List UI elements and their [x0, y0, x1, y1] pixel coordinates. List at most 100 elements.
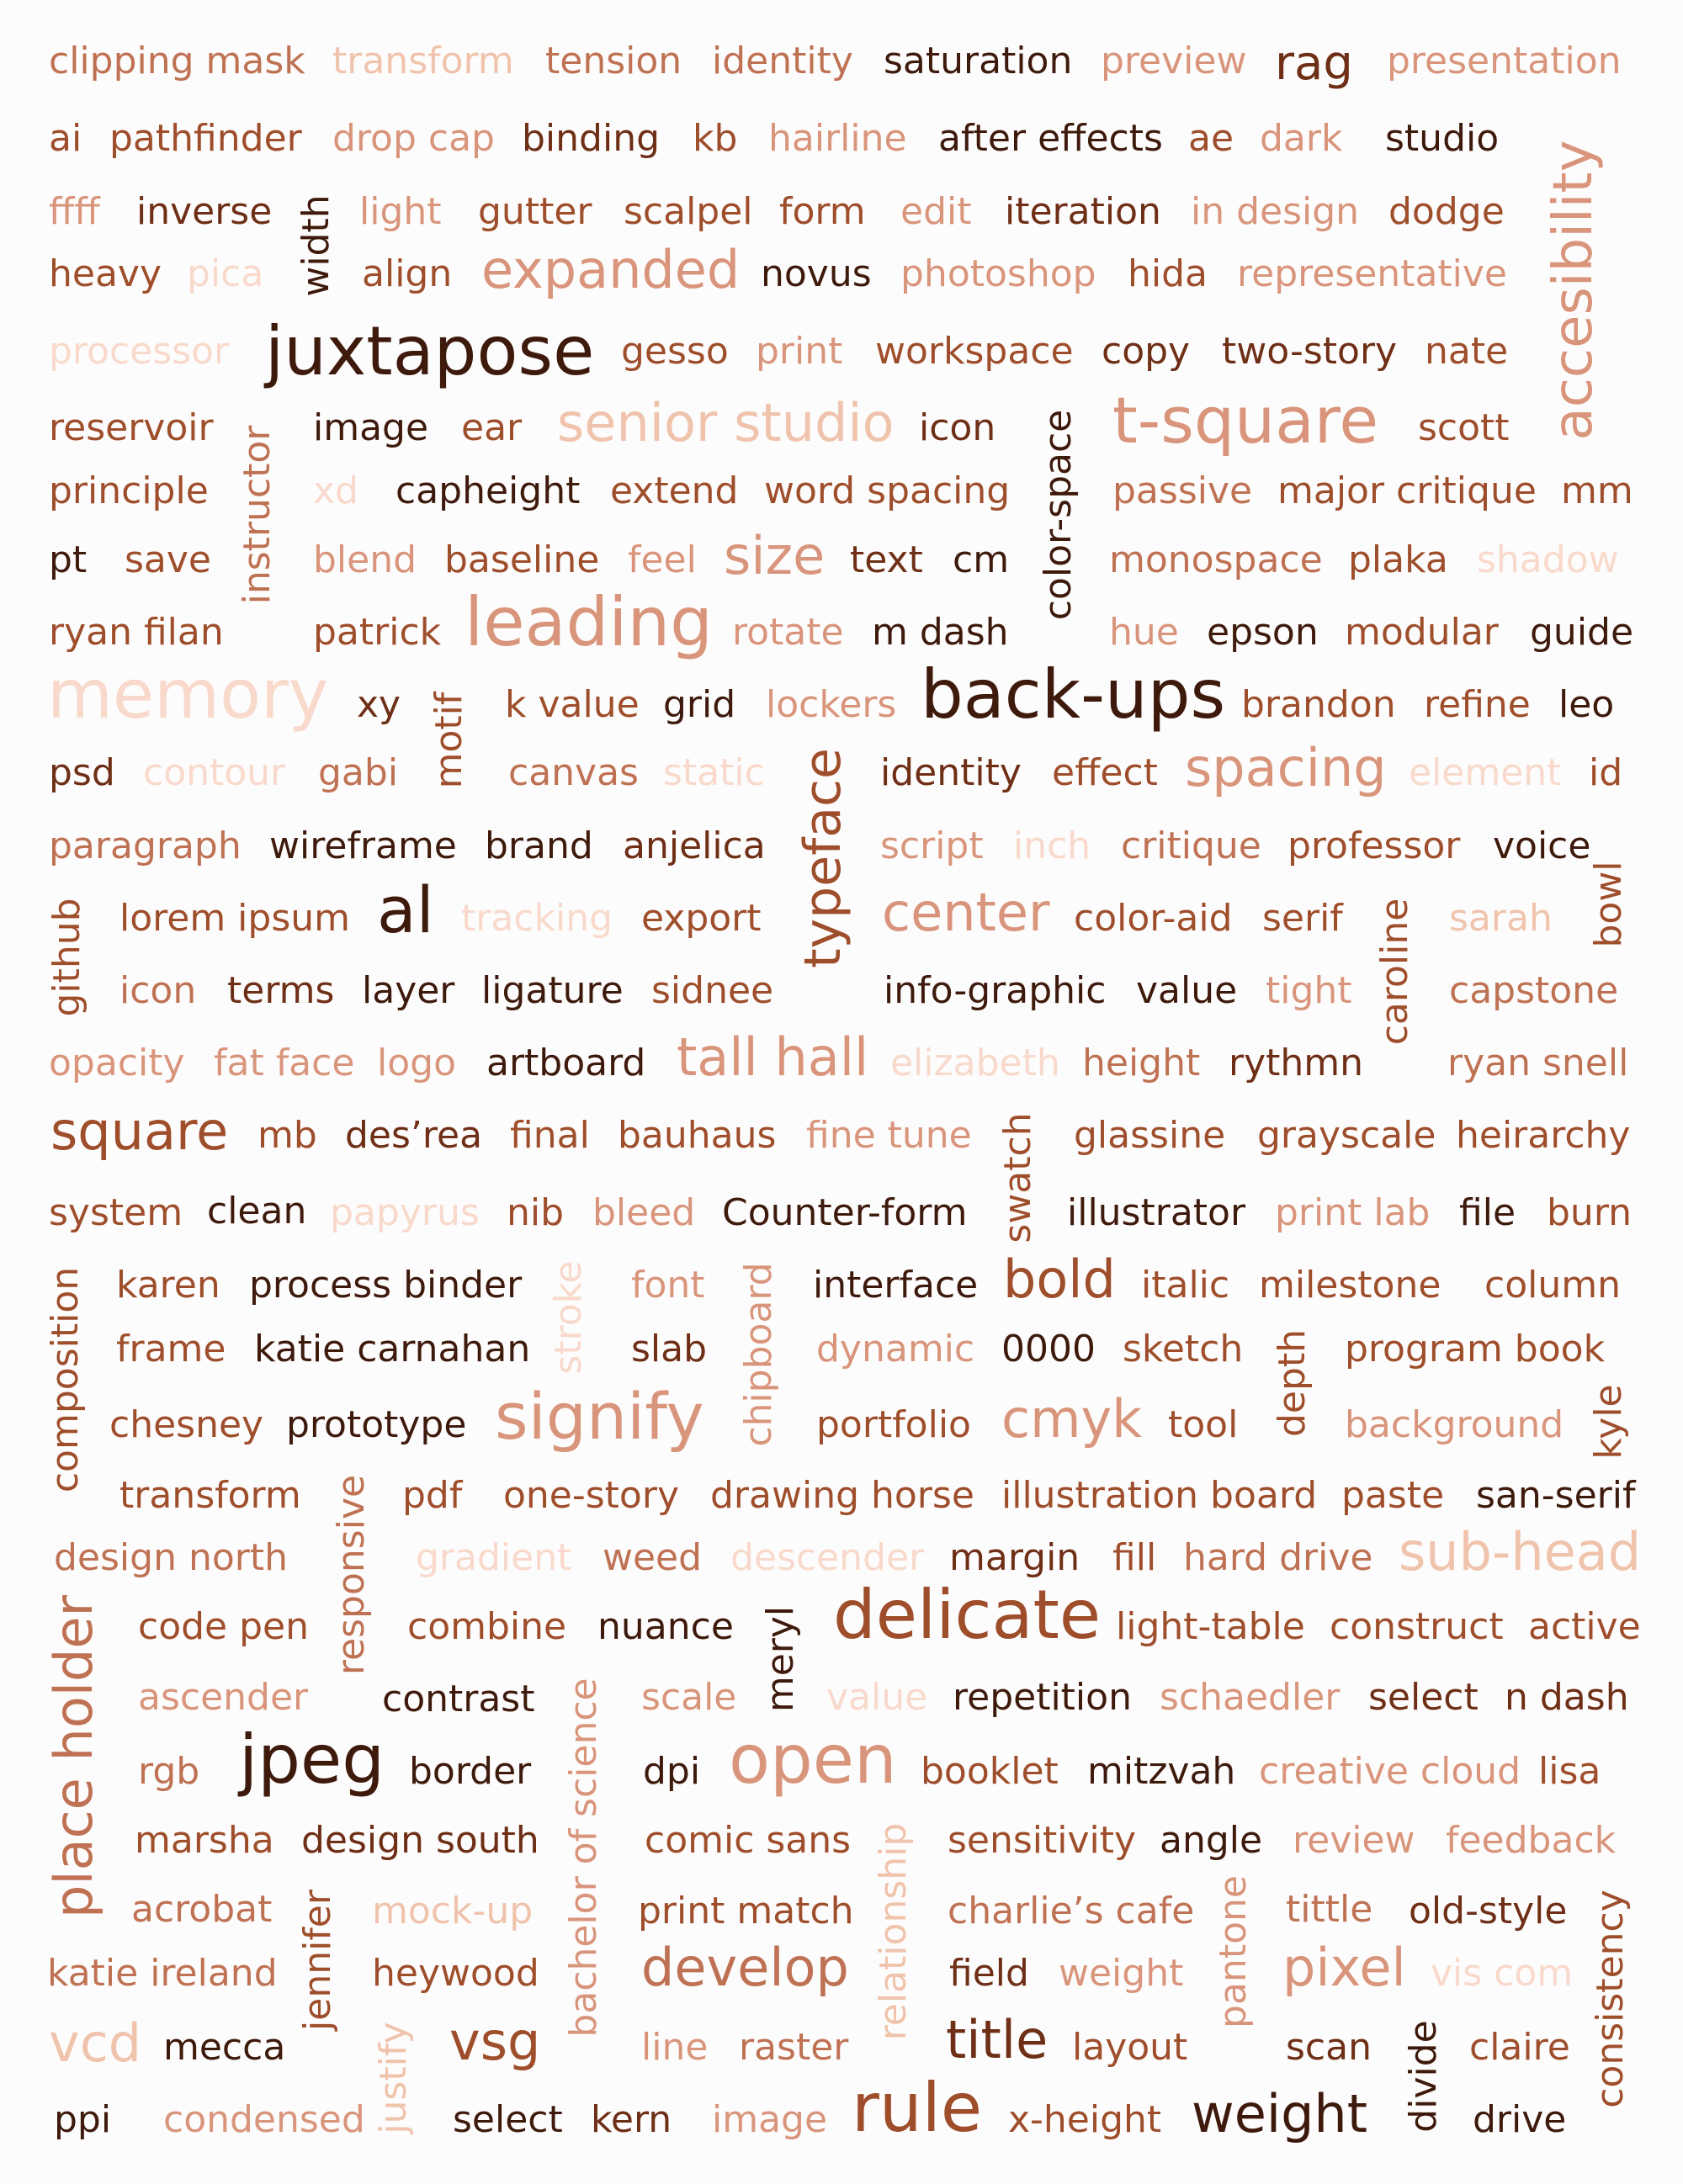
word-justify: justify	[372, 2022, 415, 2134]
word-katie-ireland: katie ireland	[47, 1952, 278, 1995]
word-patrick: patrick	[313, 611, 442, 654]
word-lisa: lisa	[1538, 1750, 1601, 1793]
word-form: form	[779, 190, 866, 233]
word-bowl: bowl	[1587, 861, 1630, 948]
word-novus: novus	[761, 252, 872, 295]
word-value-2: value	[826, 1676, 928, 1719]
word-xd: xd	[313, 469, 358, 512]
word-design-south: design south	[301, 1819, 539, 1862]
word-k-value: k value	[505, 683, 640, 726]
word-baseline: baseline	[444, 538, 600, 581]
word-open: open	[729, 1720, 897, 1799]
word-identity: identity	[712, 40, 853, 82]
word-relationship: relationship	[872, 1822, 915, 2041]
word-mock-up: mock-up	[372, 1890, 534, 1932]
word-reservoir: reservoir	[49, 406, 214, 449]
word-rag: rag	[1275, 36, 1353, 91]
word-contour: contour	[143, 751, 286, 794]
word-code-pen: code pen	[138, 1605, 309, 1648]
word-tight: tight	[1266, 969, 1352, 1012]
word-booklet: booklet	[921, 1750, 1059, 1793]
word-icon: icon	[919, 406, 996, 449]
word-line: line	[641, 2026, 709, 2069]
word-static: static	[663, 751, 765, 794]
word-select-2: select	[453, 2098, 563, 2141]
word-gesso: gesso	[621, 330, 729, 373]
word-logo: logo	[377, 1042, 456, 1084]
word-inverse: inverse	[136, 190, 273, 233]
word-schaedler: schaedler	[1160, 1676, 1341, 1719]
word-professor: professor	[1287, 824, 1461, 867]
word-mecca: mecca	[163, 2026, 286, 2069]
word-grid: grid	[663, 683, 736, 726]
word-tracking: tracking	[461, 897, 613, 940]
word-gutter: gutter	[478, 190, 592, 233]
word-passive: passive	[1112, 469, 1253, 512]
word-al: al	[377, 872, 434, 947]
word-kyle: kyle	[1587, 1384, 1630, 1460]
word-construct: construct	[1330, 1605, 1504, 1648]
word-export: export	[641, 897, 762, 940]
word-hida: hida	[1128, 252, 1208, 295]
word-id: id	[1589, 751, 1623, 794]
word-creative-cloud: creative cloud	[1259, 1750, 1521, 1793]
word-photoshop: photoshop	[900, 252, 1096, 295]
word-copy: copy	[1102, 330, 1191, 373]
word-paragraph: paragraph	[49, 824, 242, 867]
word-comic-sans: comic sans	[645, 1819, 852, 1862]
word-program-book: program book	[1345, 1328, 1606, 1370]
word-representative: representative	[1237, 252, 1507, 295]
word-swatch: swatch	[996, 1112, 1039, 1243]
word-edit: edit	[900, 190, 972, 233]
word-kb: kb	[693, 117, 738, 160]
word-stroke: stroke	[547, 1260, 590, 1375]
word-delicate: delicate	[833, 1576, 1102, 1654]
word-blend: blend	[313, 538, 417, 581]
word-extend: extend	[610, 469, 739, 512]
word-pica: pica	[187, 252, 264, 295]
word-condensed: condensed	[163, 2098, 365, 2141]
word-two-story: two-story	[1222, 330, 1398, 373]
word-grayscale: grayscale	[1257, 1114, 1436, 1157]
word-bauhaus: bauhaus	[618, 1114, 777, 1157]
word-fine-tune: fine tune	[806, 1114, 972, 1157]
word-light-table: light-table	[1116, 1605, 1305, 1648]
word-kern: kern	[591, 2098, 672, 2141]
word-identity-2: identity	[880, 751, 1022, 794]
word-guide: guide	[1530, 611, 1634, 654]
word-counter-form: Counter-form	[722, 1191, 968, 1234]
word-karen: karen	[116, 1264, 220, 1307]
word-old-style: old-style	[1409, 1890, 1568, 1932]
word-leo: leo	[1558, 683, 1615, 726]
word-slab: slab	[631, 1328, 708, 1370]
word-consistency: consistency	[1589, 1890, 1632, 2108]
word-cmyk: cmyk	[1001, 1388, 1143, 1450]
word-rythmn: rythmn	[1229, 1042, 1364, 1084]
word-canvas: canvas	[508, 751, 639, 794]
word-pt: pt	[49, 538, 88, 581]
word-info-graphic: info-graphic	[884, 969, 1107, 1012]
word-back-ups: back-ups	[921, 655, 1226, 734]
word-weed: weed	[603, 1536, 703, 1579]
word-ligature: ligature	[481, 969, 624, 1012]
word-monospace: monospace	[1109, 538, 1323, 581]
word-dark: dark	[1260, 117, 1343, 160]
word-ppi: ppi	[54, 2098, 112, 2141]
word-psd: psd	[49, 751, 115, 794]
word-hard-drive: hard drive	[1183, 1536, 1373, 1579]
word-divide: divide	[1402, 2020, 1445, 2133]
word-pantone: pantone	[1212, 1875, 1255, 2028]
word-capstone: capstone	[1449, 969, 1619, 1012]
word-burn: burn	[1547, 1191, 1633, 1234]
word-glassine: glassine	[1074, 1114, 1226, 1157]
word-elizabeth: elizabeth	[890, 1042, 1060, 1084]
word-heirarchy: heirarchy	[1456, 1114, 1631, 1157]
word-in-design: in design	[1191, 190, 1360, 233]
word-desrea: des’rea	[345, 1114, 483, 1157]
word-after-effects: after effects	[938, 117, 1163, 160]
word-lorem-ipsum: lorem ipsum	[119, 897, 351, 940]
word-dodge: dodge	[1388, 190, 1505, 233]
word-dpi: dpi	[643, 1750, 701, 1793]
word-element: element	[1409, 751, 1562, 794]
